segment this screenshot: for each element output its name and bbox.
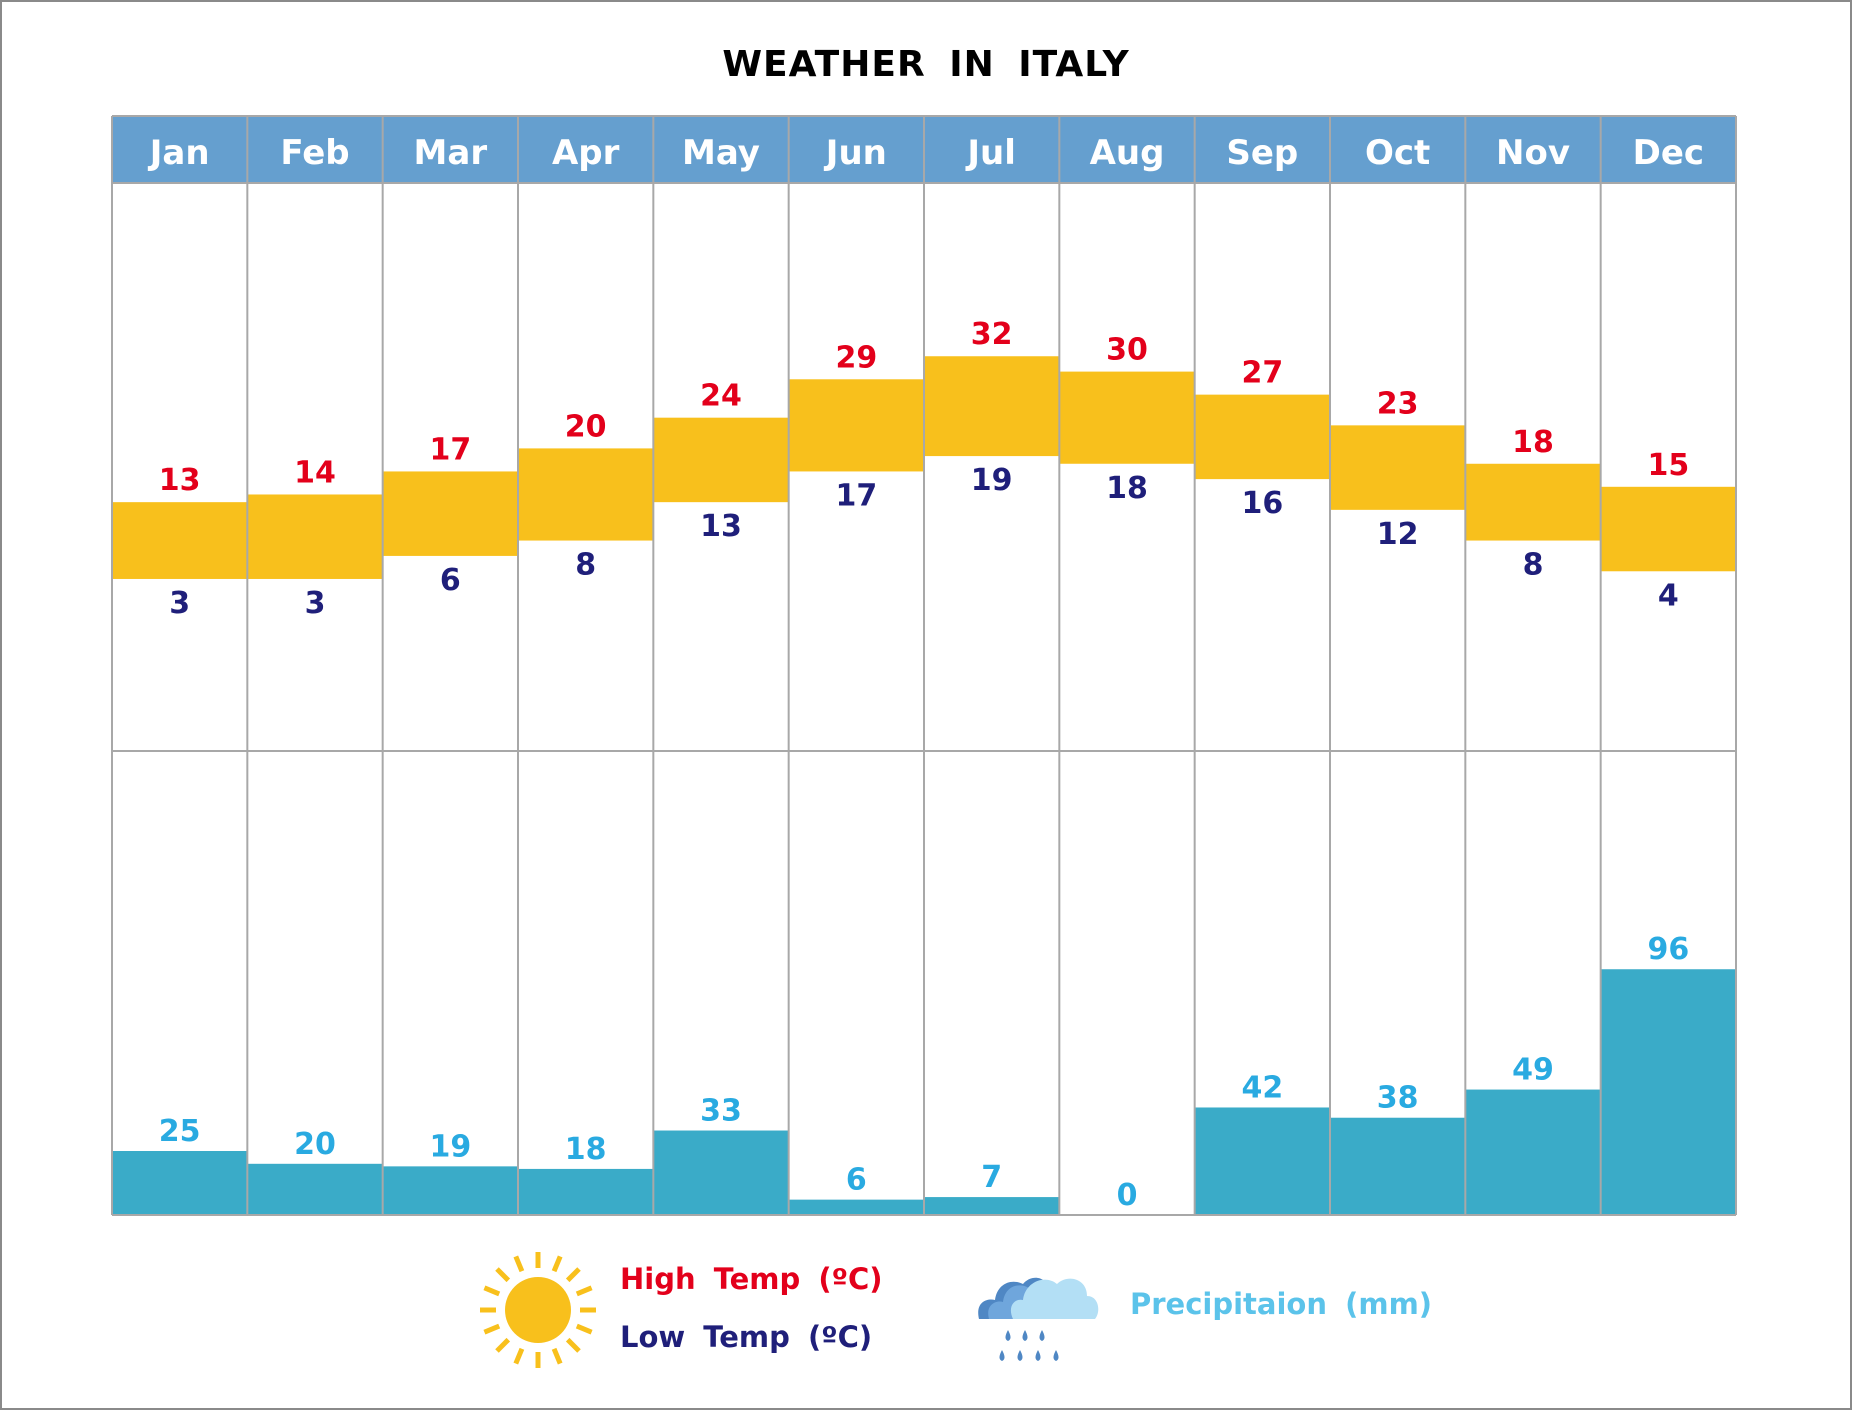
low-temp-label: 8	[575, 548, 596, 583]
temp-range-bar	[653, 417, 789, 503]
precip-label: 18	[565, 1132, 607, 1167]
high-temp-label: 23	[1377, 386, 1419, 421]
legend-high-temp: High Temp (ºC)	[620, 1262, 883, 1296]
precip-label: 49	[1512, 1053, 1554, 1088]
low-temp-label: 3	[305, 586, 326, 621]
month-label: Feb	[280, 133, 349, 173]
month-label: Jul	[965, 133, 1016, 173]
high-temp-label: 30	[1106, 333, 1148, 368]
precip-bar	[518, 1168, 654, 1215]
rain-cloud-icon	[978, 1277, 1099, 1361]
precip-label: 0	[1117, 1178, 1138, 1213]
precip-label: 96	[1647, 932, 1689, 967]
precip-label: 25	[159, 1114, 201, 1149]
high-temp-label: 27	[1241, 356, 1283, 391]
low-temp-label: 18	[1106, 471, 1148, 506]
month-label: Jan	[148, 133, 210, 173]
precip-bar	[112, 1151, 248, 1215]
precip-label: 42	[1241, 1070, 1283, 1105]
legend-precipitation: Precipitaion (mm)	[1130, 1287, 1433, 1321]
month-label: May	[682, 133, 760, 173]
low-temp-label: 19	[971, 463, 1013, 498]
precip-bar	[924, 1197, 1060, 1215]
low-temp-label: 17	[835, 478, 877, 513]
temp-range-bar	[1194, 394, 1330, 480]
temp-range-bar	[1059, 371, 1195, 464]
low-temp-label: 3	[169, 586, 190, 621]
month-label: Dec	[1633, 133, 1704, 173]
precip-bar	[653, 1130, 789, 1215]
temp-range-bar	[1330, 425, 1466, 510]
precip-label: 20	[294, 1127, 336, 1162]
month-label: Sep	[1226, 133, 1298, 173]
temp-range-bar	[247, 494, 383, 579]
precip-bar	[1194, 1107, 1330, 1215]
temp-range-bar	[1600, 486, 1736, 572]
precip-label: 38	[1377, 1081, 1419, 1116]
precip-label: 6	[846, 1163, 867, 1198]
high-temp-label: 14	[294, 455, 336, 490]
month-label: Aug	[1090, 133, 1165, 173]
precip-bar	[1465, 1089, 1601, 1215]
high-temp-label: 29	[835, 340, 877, 375]
month-label: Nov	[1496, 133, 1570, 173]
low-temp-label: 16	[1241, 486, 1283, 521]
precip-bar	[1600, 969, 1736, 1215]
high-temp-label: 20	[565, 409, 607, 444]
sun-icon	[480, 1252, 596, 1368]
precip-label: 33	[700, 1094, 742, 1129]
low-temp-label: 6	[440, 563, 461, 598]
low-temp-label: 13	[700, 509, 742, 544]
high-temp-label: 18	[1512, 425, 1554, 460]
high-temp-label: 32	[971, 317, 1013, 352]
high-temp-label: 15	[1647, 448, 1689, 483]
month-label: Mar	[414, 133, 488, 173]
high-temp-label: 13	[159, 463, 201, 498]
month-label: Apr	[552, 133, 620, 173]
precip-label: 7	[981, 1160, 1002, 1195]
low-temp-label: 8	[1523, 548, 1544, 583]
month-label: Jun	[824, 133, 887, 173]
chart-title: WEATHER IN ITALY	[722, 44, 1130, 85]
temp-range-bar	[788, 379, 924, 472]
precip-bar	[382, 1166, 518, 1215]
temp-range-bar	[112, 502, 248, 579]
temp-range-bar	[382, 471, 518, 556]
high-temp-label: 17	[429, 432, 471, 467]
month-label: Oct	[1365, 133, 1430, 173]
precip-bar	[788, 1199, 924, 1215]
temp-range-bar	[924, 356, 1060, 457]
low-temp-label: 4	[1658, 578, 1679, 613]
low-temp-label: 12	[1377, 517, 1419, 552]
temp-range-bar	[518, 448, 654, 541]
precip-label: 19	[429, 1129, 471, 1164]
precip-bar	[1330, 1117, 1466, 1215]
precip-bar	[247, 1163, 383, 1215]
temp-range-bar	[1465, 463, 1601, 541]
high-temp-label: 24	[700, 379, 742, 414]
legend-low-temp: Low Temp (ºC)	[620, 1320, 873, 1354]
